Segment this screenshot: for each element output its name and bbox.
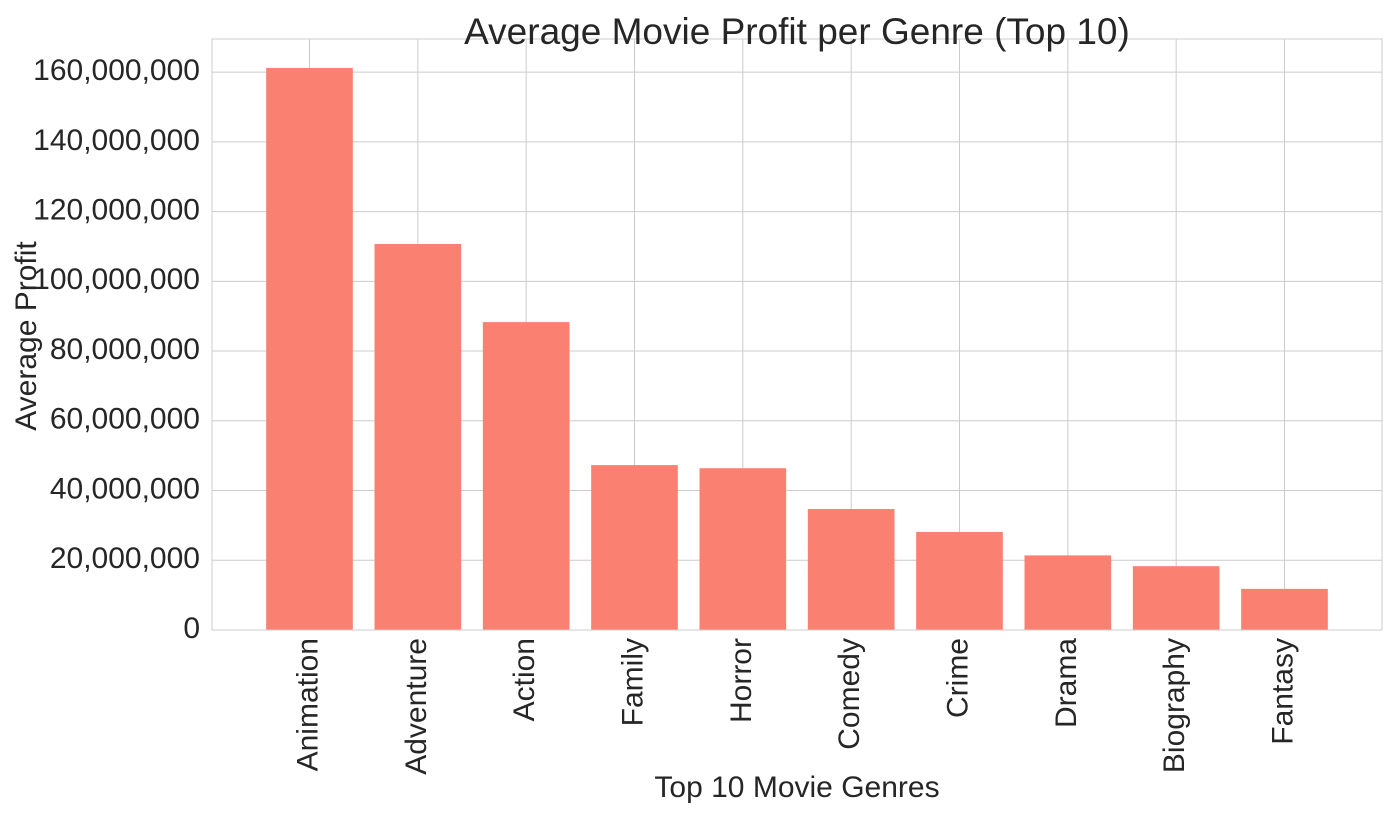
bars	[266, 67, 1328, 630]
x-tick-label: Crime	[941, 638, 974, 718]
x-tick-label: Drama	[1050, 638, 1083, 728]
y-tick-label: 20,000,000	[50, 542, 200, 575]
x-tick-label: Comedy	[833, 638, 866, 750]
x-tick-label: Biography	[1158, 638, 1191, 773]
y-tick-label: 160,000,000	[33, 54, 200, 87]
y-tick-label: 80,000,000	[50, 333, 200, 366]
bar-drama	[1024, 555, 1112, 630]
x-tick-label: Animation	[291, 638, 324, 771]
x-tick-label: Action	[508, 638, 541, 721]
y-tick-label: 140,000,000	[33, 124, 200, 157]
chart-title: Average Movie Profit per Genre (Top 10)	[464, 11, 1130, 52]
bar-action	[482, 322, 570, 630]
plot-frame	[211, 38, 1383, 631]
bar-crime	[916, 532, 1003, 630]
plot-border	[211, 38, 1383, 631]
y-tick-labels: 0 20,000,000 40,000,000 60,000,000 80,000,00…	[33, 54, 200, 645]
y-tick-label: 120,000,000	[33, 194, 200, 227]
y-tick-label: 60,000,000	[50, 403, 200, 436]
bar-horror	[699, 468, 787, 630]
bar-biography	[1132, 566, 1220, 630]
y-tick-label: 40,000,000	[50, 472, 200, 505]
x-tick-labels: Animation Adventure Action Family Horror Come…	[291, 638, 1299, 775]
x-tick-label: Family	[616, 638, 649, 726]
x-tick-label: Adventure	[400, 638, 433, 775]
y-axis-label: Average Profit	[10, 241, 43, 431]
y-tick-label: 0	[183, 612, 200, 645]
x-tick-label: Horror	[725, 638, 758, 723]
bar-adventure	[374, 244, 462, 630]
x-axis-label: Top 10 Movie Genres	[654, 771, 939, 804]
bar-fantasy	[1241, 588, 1328, 630]
bar-animation	[266, 67, 353, 630]
bar-comedy	[807, 509, 895, 630]
bar-family	[591, 465, 678, 630]
y-tick-label: 100,000,000	[33, 263, 200, 296]
x-tick-label: Fantasy	[1266, 638, 1299, 745]
